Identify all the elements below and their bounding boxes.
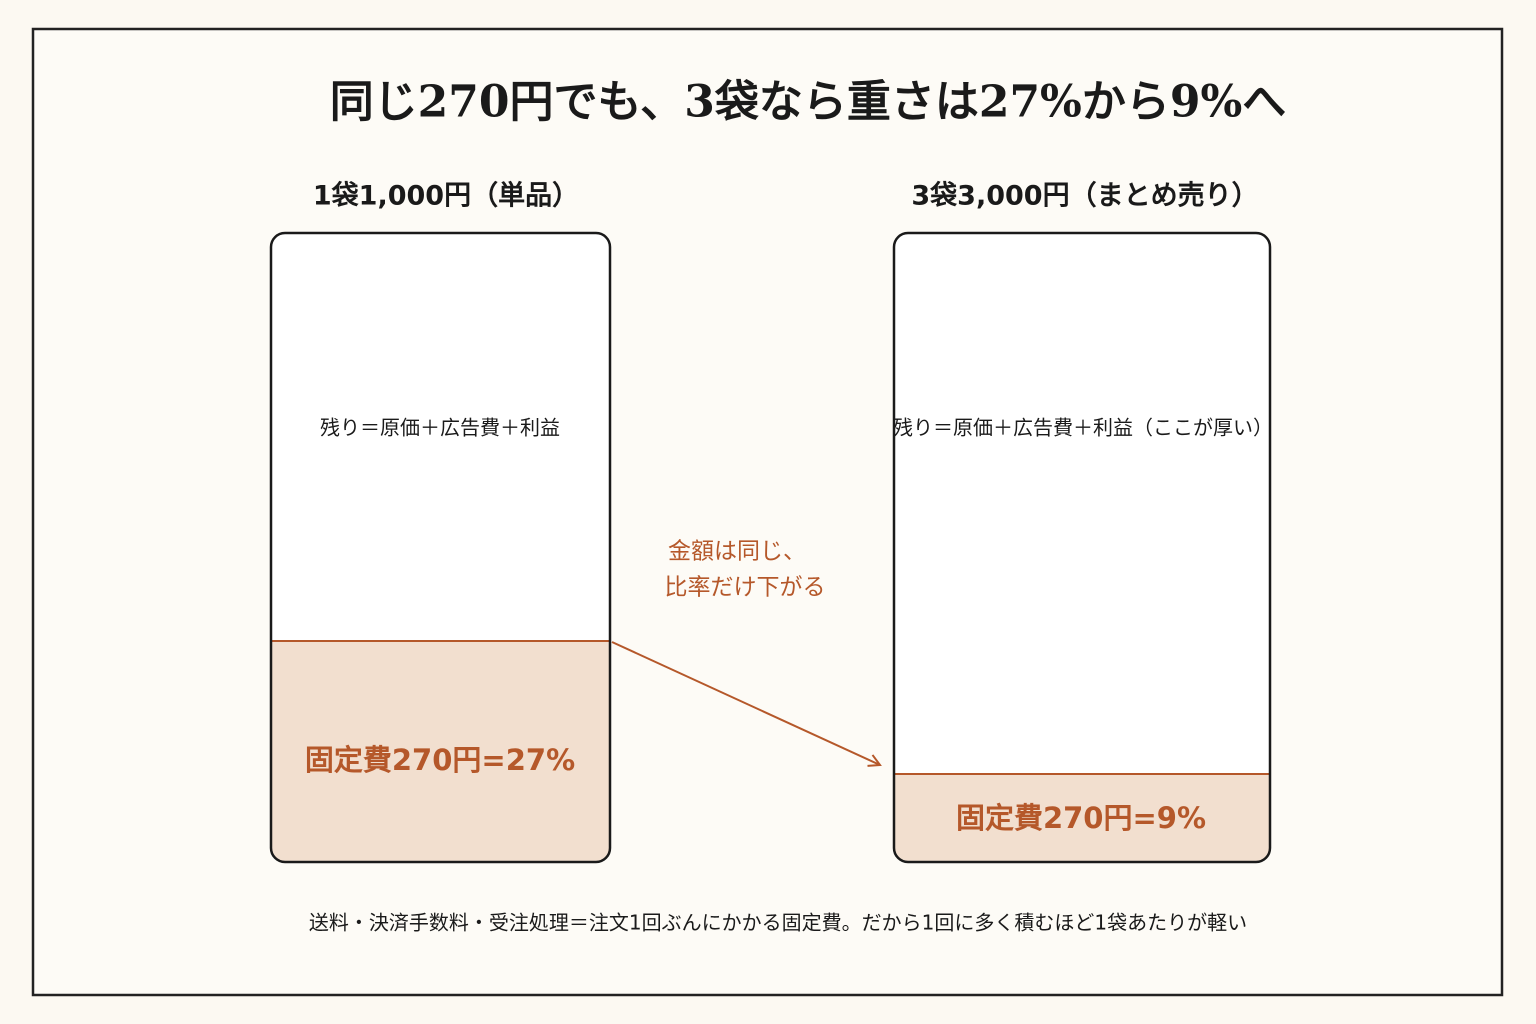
box	[894, 233, 1270, 862]
fixed-cost-fill	[271, 641, 610, 862]
fixed-cost-fill	[894, 774, 1270, 862]
fixed-cost-label: 固定費270円=9%	[956, 801, 1206, 835]
footnote: 送料・決済手数料・受注処理＝注文1回ぶんにかかる固定費。だから1回に多く積むほど…	[309, 911, 1247, 935]
title: 同じ270円でも、3袋なら重さは27%から9%へ	[330, 77, 1287, 128]
remainder-label: 残り＝原価＋広告費＋利益（ここが厚い）	[893, 416, 1273, 440]
frame	[31, 27, 1504, 997]
annotation: 比率だけ下がる	[665, 575, 826, 601]
remainder-label: 残り＝原価＋広告費＋利益	[320, 416, 560, 440]
fixed-cost-label: 固定費270円=27%	[305, 743, 575, 777]
arrow	[611, 641, 880, 765]
annotation: 金額は同じ、	[668, 539, 806, 565]
box-outline	[269, 231, 612, 864]
panel-heading: 1袋1,000円（単品）	[313, 180, 579, 212]
box-outline	[892, 231, 1272, 864]
panel-heading: 3袋3,000円（まとめ売り）	[911, 181, 1258, 212]
